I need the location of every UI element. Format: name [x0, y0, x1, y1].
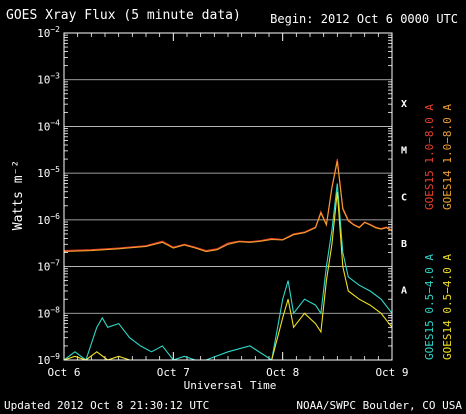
flare-class-label: X	[401, 99, 407, 110]
y-tick-label: 10−2	[37, 25, 60, 40]
plot-frame	[63, 32, 393, 361]
updated-timestamp: Updated 2012 Oct 8 21:30:12 UTC	[4, 399, 209, 412]
y-tick-label: 10−3	[37, 72, 60, 87]
x-tick-labels: Oct 6 Oct 7 Oct 8 Oct 9	[47, 366, 408, 379]
flare-class-label: A	[401, 286, 407, 297]
y-tick-labels: 10−2 10−3 10−4 10−5 10−6 10−7 10−8 10−9	[37, 25, 60, 367]
x-axis-label: Universal Time	[184, 379, 277, 392]
begin-label: Begin: 2012 Oct 6 0000 UTC	[270, 12, 458, 26]
flare-class-label: B	[401, 239, 407, 250]
flare-class-labels: X M C B A	[401, 99, 407, 297]
legend-entry: GOES14 0.5−4.0 A	[441, 254, 454, 360]
series-line	[63, 191, 393, 361]
y-tick-label: 10−4	[37, 118, 60, 133]
series-line	[63, 183, 393, 361]
y-tick-label: 10−5	[37, 165, 60, 180]
source-credit: NOAA/SWPC Boulder, CO USA	[296, 399, 462, 412]
legend-entry: GOES14 1.0−8.0 A	[441, 104, 454, 210]
flare-class-label: M	[401, 146, 407, 157]
y-tick-label: 10−6	[37, 212, 60, 227]
legend: GOES15 1.0−8.0 A GOES14 1.0−8.0 A GOES15 0…	[423, 104, 454, 360]
legend-entry: GOES15 0.5−4.0 A	[423, 254, 436, 360]
x-tick-label: Oct 8	[266, 366, 299, 379]
y-axis-label: Watts m⁻²	[11, 160, 26, 230]
legend-entry: GOES15 1.0−8.0 A	[423, 104, 436, 210]
flare-class-label: C	[401, 192, 407, 203]
x-tick-label: Oct 9	[375, 366, 408, 379]
x-tick-label: Oct 7	[157, 366, 190, 379]
x-tick-label: Oct 6	[47, 366, 80, 379]
series-line	[63, 161, 393, 253]
y-tick-label: 10−7	[37, 259, 60, 274]
y-tick-label: 10−8	[37, 305, 60, 320]
plot-series	[63, 158, 393, 361]
chart-title: GOES Xray Flux (5 minute data)	[6, 8, 241, 23]
y-tick-label: 10−9	[37, 352, 60, 367]
